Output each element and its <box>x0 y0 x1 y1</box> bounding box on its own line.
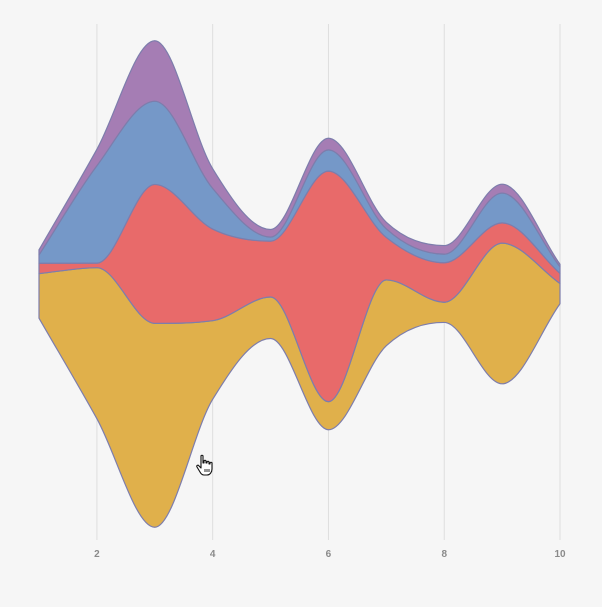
x-tick-label: 6 <box>326 549 332 560</box>
series-layer <box>38 40 561 528</box>
x-tick-label: 8 <box>441 549 447 560</box>
pointer-hand-icon <box>196 454 213 476</box>
x-tick-label: 2 <box>94 549 100 560</box>
x-tick-label: 4 <box>210 549 216 560</box>
stream-series-4[interactable] <box>38 40 561 268</box>
x-tick-label: 10 <box>554 549 566 560</box>
tick-layer: 2 4 6 8 10 <box>94 549 566 560</box>
